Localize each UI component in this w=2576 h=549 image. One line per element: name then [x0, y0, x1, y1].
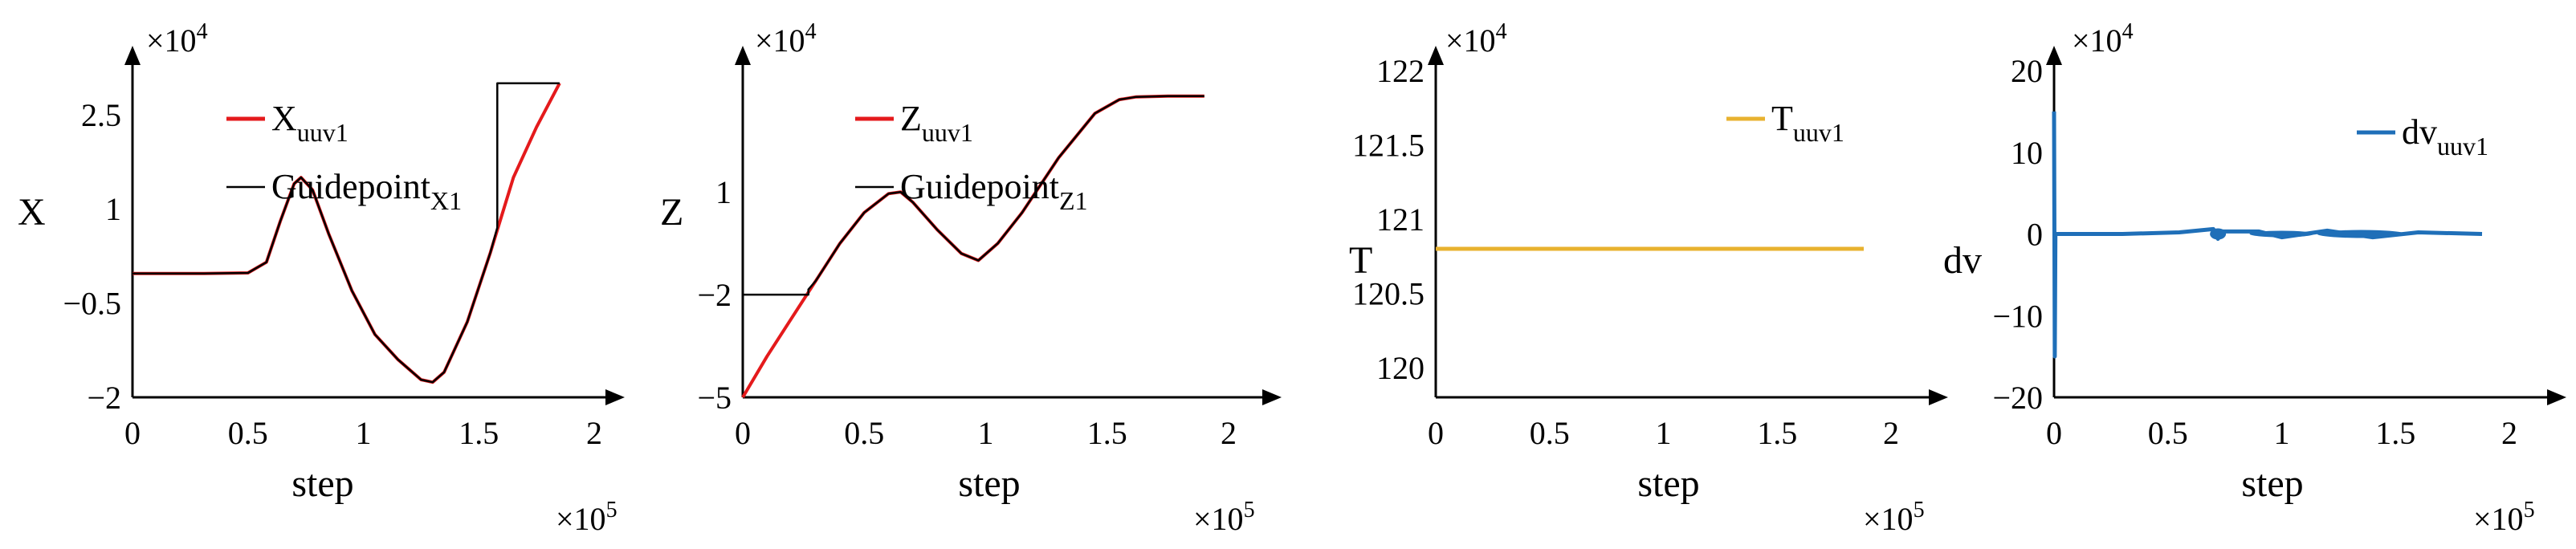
x-axis-label: step — [1637, 462, 1699, 505]
x-tick-label: 1.5 — [2375, 415, 2415, 451]
y-tick-label: 120 — [1376, 350, 1425, 386]
y-tick-label: 120.5 — [1352, 276, 1425, 312]
x-tick-label: 0.5 — [228, 415, 268, 451]
chart-panel-t: T step ×104 ×105 0 0.5 1 1.5 2 120 120.5 121 121… — [1349, 19, 1948, 537]
x-tick-label: 0.5 — [844, 415, 884, 451]
y-tick-label: −0.5 — [63, 286, 121, 322]
y-tick-label: 2.5 — [81, 97, 121, 133]
x-axis-label: step — [2241, 462, 2303, 505]
y-axis-arrow — [735, 46, 751, 65]
x-tick-label: 1 — [1656, 415, 1672, 451]
legend-label: Xuuv1 — [271, 99, 348, 147]
x-tick-label: 1.5 — [1087, 415, 1127, 451]
y-axis-exponent: ×104 — [2072, 19, 2134, 59]
x-axis-arrow — [605, 389, 625, 405]
y-tick-label: −20 — [1992, 380, 2043, 416]
y-tick-label: 122 — [1376, 53, 1425, 89]
series-marker — [2210, 228, 2227, 240]
chart-panel-z: Z step ×104 ×105 0 0.5 1 1.5 2 −5 −2 1 Zuuv1 Guid… — [660, 19, 1282, 537]
x-axis-arrow — [1929, 389, 1948, 405]
y-tick-label: 121 — [1376, 201, 1425, 238]
x-axis-exponent: ×105 — [1863, 498, 1925, 537]
x-axis-label: step — [958, 462, 1020, 505]
x-axis-exponent: ×105 — [556, 498, 618, 537]
y-tick-label: −2 — [697, 277, 732, 313]
x-tick-label: 1.5 — [1757, 415, 1797, 451]
series-marker — [2249, 230, 2314, 238]
x-axis-arrow — [2547, 389, 2566, 405]
x-tick-label: 1 — [356, 415, 372, 451]
y-tick-label: −5 — [697, 380, 732, 416]
y-axis-exponent: ×104 — [146, 19, 208, 59]
x-axis-exponent: ×105 — [1193, 498, 1255, 537]
y-axis-arrow — [1428, 46, 1444, 65]
y-axis-label: Z — [660, 191, 683, 234]
x-tick-label: 2 — [1883, 415, 1899, 451]
x-tick-label: 1 — [978, 415, 994, 451]
x-tick-label: 0 — [735, 415, 751, 451]
legend-label: Tuuv1 — [1771, 99, 1844, 147]
y-axis-arrow — [2046, 46, 2062, 65]
x-tick-label: 2 — [586, 415, 602, 451]
chart-panel-dv: dv step ×104 ×105 0 0.5 1 1.5 2 −20 −10 0 10 20 dv… — [1943, 19, 2566, 537]
x-tick-label: 0 — [2046, 415, 2062, 451]
y-axis-exponent: ×104 — [1445, 19, 1507, 59]
y-axis-label: dv — [1943, 239, 1982, 282]
x-tick-label: 1 — [2274, 415, 2290, 451]
series-line-1 — [132, 82, 560, 384]
chart-panel-x: X step ×104 ×105 0 0.5 1 1.5 2 −2 −0.5 1 2.5 Xuuv… — [18, 19, 625, 537]
y-tick-label: 0 — [2027, 217, 2043, 253]
y-tick-label: −10 — [1992, 298, 2043, 334]
x-tick-label: 2 — [2501, 415, 2517, 451]
series-line-1 — [743, 95, 1204, 296]
x-tick-label: 0 — [124, 415, 141, 451]
y-tick-label: 121.5 — [1352, 128, 1425, 164]
y-axis-label: T — [1349, 239, 1372, 282]
y-tick-label: −2 — [87, 380, 121, 416]
x-axis-exponent: ×105 — [2473, 498, 2535, 537]
y-tick-label: 1 — [715, 174, 732, 210]
legend-label: GuidepointZ1 — [900, 167, 1088, 215]
series-marker — [2317, 230, 2406, 238]
legend-label: GuidepointX1 — [271, 167, 462, 215]
x-tick-label: 0.5 — [1530, 415, 1570, 451]
x-axis-arrow — [1262, 389, 1282, 405]
y-axis-arrow — [124, 46, 141, 65]
series-line-0 — [741, 94, 1204, 399]
legend-label: dvuuv1 — [2402, 112, 2488, 161]
y-axis-label: X — [18, 191, 46, 234]
x-tick-label: 1.5 — [459, 415, 499, 451]
legend-label: Zuuv1 — [900, 99, 973, 147]
x-tick-label: 2 — [1221, 415, 1237, 451]
y-tick-label: 1 — [105, 191, 121, 227]
x-axis-label: step — [291, 462, 353, 505]
y-axis-exponent: ×104 — [755, 19, 817, 59]
y-tick-label: 10 — [2011, 135, 2043, 171]
x-tick-label: 0 — [1428, 415, 1444, 451]
y-tick-label: 20 — [2011, 53, 2043, 89]
x-tick-label: 0.5 — [2148, 415, 2188, 451]
